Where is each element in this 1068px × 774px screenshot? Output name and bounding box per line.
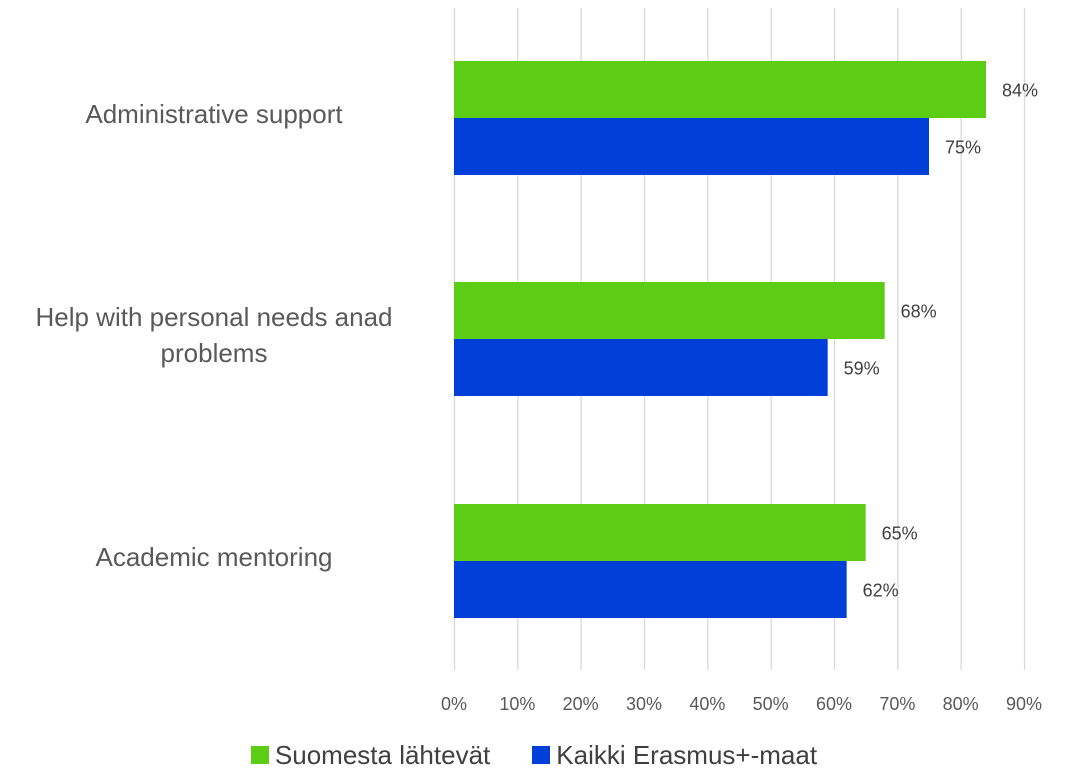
x-tick-label: 70% bbox=[879, 694, 915, 714]
data-label: 75% bbox=[945, 138, 981, 158]
x-tick-label: 90% bbox=[1006, 694, 1042, 714]
data-label: 65% bbox=[882, 524, 918, 544]
data-label: 84% bbox=[1002, 81, 1038, 101]
x-tick-label: 30% bbox=[626, 694, 662, 714]
x-tick-label: 50% bbox=[753, 694, 789, 714]
legend-label: Suomesta lähtevät bbox=[274, 740, 491, 770]
data-label: 59% bbox=[844, 359, 880, 379]
legend-swatch bbox=[532, 746, 551, 764]
x-tick-label: 60% bbox=[816, 694, 852, 714]
category-label: Administrative support bbox=[85, 99, 343, 129]
bar-kaikki-2 bbox=[454, 561, 847, 618]
legend-swatch bbox=[250, 746, 269, 764]
legend-label: Kaikki Erasmus+-maat bbox=[556, 740, 818, 770]
x-tick-label: 20% bbox=[563, 694, 599, 714]
bar-kaikki-0 bbox=[454, 118, 929, 175]
bar-suomesta-1 bbox=[454, 282, 885, 339]
legend-item: Kaikki Erasmus+-maat bbox=[532, 740, 817, 770]
category-label: Help with personal needs anad problems bbox=[35, 302, 393, 368]
bar-suomesta-0 bbox=[454, 61, 986, 118]
category-label: Academic mentoring bbox=[95, 542, 333, 572]
x-tick-label: 80% bbox=[943, 694, 979, 714]
x-tick-label: 40% bbox=[689, 694, 725, 714]
bar-kaikki-1 bbox=[454, 339, 828, 396]
x-tick-label: 10% bbox=[499, 694, 535, 714]
x-tick-label: 0% bbox=[441, 694, 467, 714]
legend-item: Suomesta lähtevät bbox=[250, 740, 491, 770]
data-label: 62% bbox=[863, 581, 899, 601]
data-label: 68% bbox=[901, 302, 937, 322]
bar-suomesta-2 bbox=[454, 504, 866, 561]
legend: Suomesta lähtevät Kaikki Erasmus+-maat bbox=[0, 740, 1068, 770]
